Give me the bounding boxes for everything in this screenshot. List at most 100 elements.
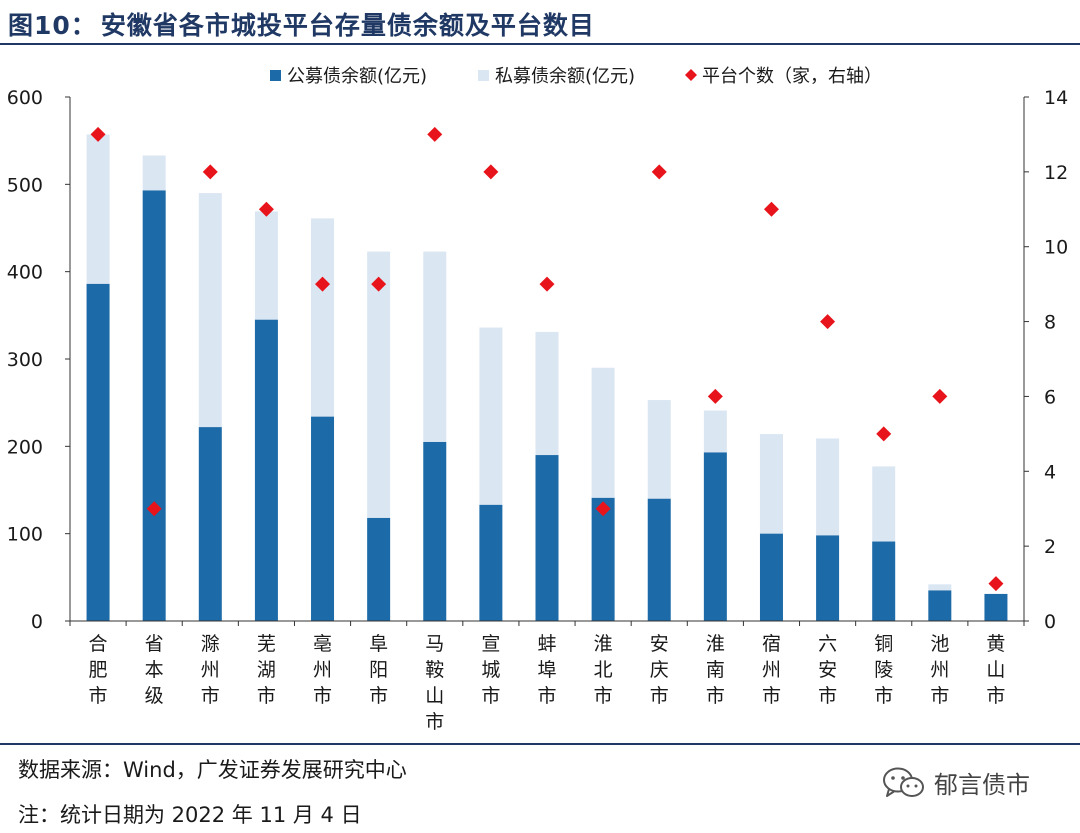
category-label: 芜湖市 <box>257 633 276 707</box>
category-label: 淮北市 <box>594 633 613 707</box>
bar-private <box>423 251 447 442</box>
left-tick-label: 600 <box>7 87 43 109</box>
category-label: 蚌埠市 <box>537 633 556 707</box>
legend-swatch-2 <box>685 69 697 81</box>
bar-public <box>423 441 447 621</box>
figure-title-separator: ： <box>70 11 97 40</box>
footer-rule <box>0 743 1080 745</box>
category-label: 黄山市 <box>986 633 1005 707</box>
bar-private <box>759 434 783 534</box>
count-marker <box>595 501 611 517</box>
left-tick-label: 400 <box>7 262 43 284</box>
count-marker <box>707 388 723 404</box>
bar-public <box>928 590 952 621</box>
source-note: 数据来源：Wind，广发证券发展研究中心 <box>18 758 407 782</box>
bar-private <box>872 466 896 542</box>
right-tick-label: 12 <box>1044 162 1068 184</box>
category-label: 宿州市 <box>762 633 781 707</box>
right-tick-label: 6 <box>1044 386 1056 408</box>
bar-public <box>479 504 503 621</box>
wechat-icon <box>883 767 924 797</box>
bar-public <box>311 416 335 621</box>
count-marker <box>202 164 218 180</box>
count-marker <box>988 576 1004 592</box>
count-marker <box>876 426 892 442</box>
watermark: 郁言债市 <box>882 765 1030 800</box>
bar-private <box>928 584 952 591</box>
right-tick-label: 8 <box>1044 312 1056 334</box>
chart: 公募债余额(亿元) 私募债余额(亿元) 平台个数（家，右轴） 01002003004… <box>7 66 1068 733</box>
right-tick-label: 14 <box>1044 87 1068 109</box>
bar-private <box>367 251 391 518</box>
right-tick-label: 2 <box>1044 536 1056 558</box>
title-rule <box>0 43 1080 45</box>
date-note: 注：统计日期为 2022 年 11 月 4 日 <box>18 803 362 827</box>
category-label: 宣城市 <box>481 633 500 707</box>
category-label: 亳州市 <box>313 633 332 707</box>
bar-public <box>872 541 896 621</box>
count-marker <box>371 276 387 292</box>
bar-private <box>647 400 671 499</box>
marker-layer <box>90 126 1004 592</box>
bar-private <box>591 367 615 498</box>
figure-title-text: 安徽省各市城投平台存量债余额及平台数目 <box>100 11 595 40</box>
bar-public <box>142 190 166 622</box>
bar-public <box>86 283 110 621</box>
category-label: 淮南市 <box>706 633 725 707</box>
left-tick-label: 0 <box>31 611 43 633</box>
bar-public <box>254 319 278 621</box>
x-axis: 合肥市 省本级 滁州市 芜湖市 亳州市 阜阳市 马鞍山市 宣城市 蚌埠市 淮北市 安庆市 淮南市 宿州市… <box>69 620 1025 733</box>
bar-public <box>816 535 840 621</box>
bar-private <box>703 410 727 453</box>
bar-private <box>198 193 222 428</box>
figure-number: 图10 <box>8 11 71 40</box>
count-marker <box>258 201 274 217</box>
legend-label-2: 平台个数（家，右轴） <box>702 66 882 87</box>
count-marker <box>820 314 836 330</box>
bar-public <box>367 517 391 621</box>
count-marker <box>90 126 106 142</box>
bar-private <box>311 218 335 417</box>
bar-public <box>759 533 783 621</box>
category-label: 六安市 <box>818 633 837 707</box>
category-label: 合肥市 <box>89 633 108 707</box>
count-marker <box>427 126 443 142</box>
bar-public <box>647 498 671 621</box>
bar-private <box>254 211 278 320</box>
category-label: 安庆市 <box>650 633 669 707</box>
right-axis: 0 2 4 6 8 10 12 14 <box>1023 87 1068 633</box>
count-marker <box>315 276 331 292</box>
bar-private <box>816 438 840 536</box>
bar-public <box>984 593 1008 621</box>
bar-public <box>591 497 615 621</box>
count-marker <box>146 501 162 517</box>
figure-title: 图10： 安徽省各市城投平台存量债余额及平台数目 <box>8 6 595 42</box>
right-tick-label: 10 <box>1044 237 1068 259</box>
watermark-text: 郁言债市 <box>934 771 1030 799</box>
legend-swatch-0 <box>270 70 281 81</box>
legend-swatch-1 <box>478 70 489 81</box>
bar-private <box>535 331 559 456</box>
category-label: 铜陵市 <box>874 633 893 707</box>
bar-private <box>142 155 166 191</box>
bar-public <box>535 455 559 621</box>
right-tick-label: 4 <box>1044 461 1056 483</box>
bar-public <box>198 427 222 621</box>
chart-legend: 公募债余额(亿元) 私募债余额(亿元) 平台个数（家，右轴） <box>270 66 882 87</box>
left-tick-label: 300 <box>7 349 43 371</box>
left-tick-label: 200 <box>7 436 43 458</box>
right-tick-label: 0 <box>1044 611 1056 633</box>
category-label: 马鞍山市 <box>425 633 444 733</box>
count-marker <box>539 276 555 292</box>
bar-private <box>86 134 110 284</box>
legend-label-1: 私募债余额(亿元) <box>495 66 635 87</box>
bar-private <box>479 327 503 505</box>
left-tick-label: 100 <box>7 524 43 546</box>
legend-label-0: 公募债余额(亿元) <box>287 66 427 87</box>
bar-layer <box>86 134 1008 622</box>
count-marker <box>651 164 667 180</box>
category-label: 省本级 <box>145 633 164 707</box>
left-tick-label: 500 <box>7 174 43 196</box>
category-label: 滁州市 <box>201 633 220 707</box>
bar-public <box>703 452 727 621</box>
